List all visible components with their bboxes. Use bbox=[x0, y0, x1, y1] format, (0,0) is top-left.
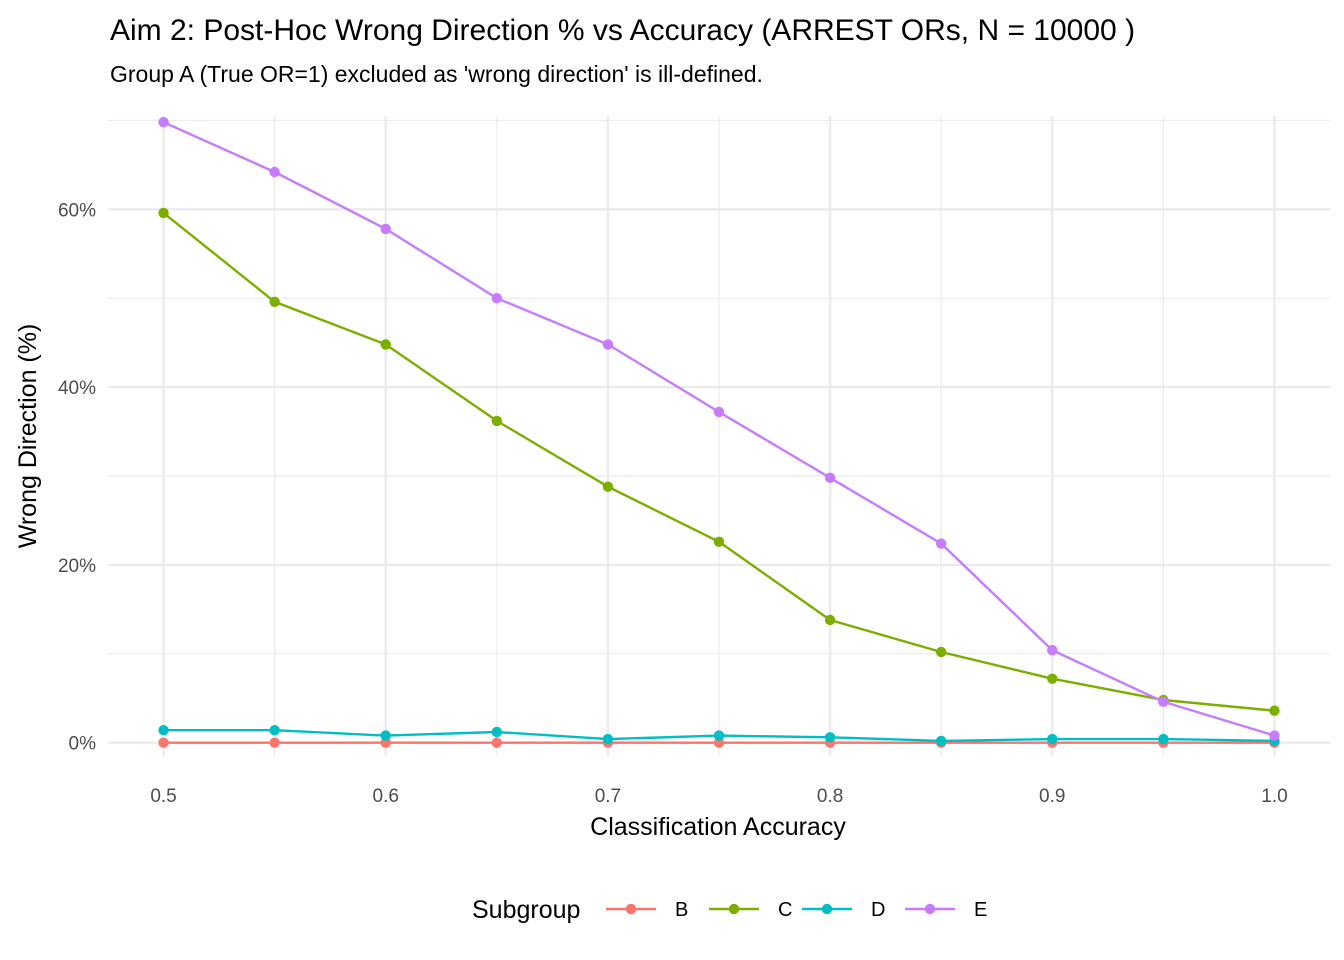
data-point-E bbox=[935, 538, 947, 549]
x-axis-ticks: 0.5 0.6 0.7 0.8 0.9 1.0 bbox=[150, 786, 1287, 807]
y-tick-label: 0% bbox=[69, 734, 97, 755]
legend-label: C bbox=[778, 899, 792, 921]
data-point-C bbox=[491, 415, 503, 427]
x-tick-label: 0.8 bbox=[817, 786, 843, 807]
data-point-D bbox=[269, 725, 280, 736]
series-D bbox=[158, 725, 1280, 747]
y-axis-title: Wrong Direction (%) bbox=[14, 324, 42, 549]
x-tick-label: 0.6 bbox=[373, 786, 399, 807]
x-tick-label: 0.5 bbox=[150, 786, 176, 807]
data-point-C bbox=[380, 339, 391, 350]
legend-item-B: B bbox=[606, 899, 688, 921]
data-point-D bbox=[380, 730, 391, 741]
y-axis-ticks: 0% 20% 40% 60% bbox=[58, 200, 96, 754]
x-axis-title: Classification Accuracy bbox=[590, 813, 846, 841]
data-point-D bbox=[935, 735, 947, 747]
x-tick-label: 1.0 bbox=[1261, 786, 1287, 807]
legend-key-point bbox=[625, 903, 637, 915]
data-point-C bbox=[935, 646, 947, 658]
data-point-E bbox=[713, 406, 725, 418]
data-point-C bbox=[602, 481, 614, 492]
data-point-D bbox=[824, 732, 836, 743]
data-point-C bbox=[824, 614, 836, 626]
data-point-E bbox=[1047, 645, 1058, 656]
data-point-D bbox=[713, 730, 725, 741]
data-point-E bbox=[158, 117, 169, 128]
data-point-C bbox=[158, 207, 169, 219]
data-point-E bbox=[269, 166, 280, 178]
data-point-C bbox=[1269, 705, 1280, 716]
y-tick-label: 20% bbox=[58, 556, 96, 577]
y-tick-label: 60% bbox=[58, 200, 96, 221]
x-tick-label: 0.9 bbox=[1039, 786, 1065, 807]
legend-key-point bbox=[728, 903, 740, 915]
data-point-D bbox=[158, 725, 169, 736]
minor-gridlines bbox=[108, 116, 1330, 756]
legend-label: D bbox=[871, 899, 885, 921]
data-point-C bbox=[269, 296, 280, 307]
data-point-E bbox=[1269, 730, 1280, 741]
data-point-C bbox=[713, 536, 725, 547]
data-point-E bbox=[1158, 696, 1169, 707]
legend-item-C: C bbox=[709, 899, 792, 921]
x-tick-label: 0.7 bbox=[595, 786, 621, 807]
series-E bbox=[158, 117, 1280, 741]
data-point-E bbox=[491, 293, 503, 304]
data-point-B bbox=[158, 737, 169, 748]
legend-item-E: E bbox=[905, 899, 987, 921]
series-layer bbox=[158, 117, 1280, 748]
data-point-D bbox=[491, 726, 503, 738]
data-point-E bbox=[380, 223, 391, 235]
data-point-B bbox=[380, 737, 391, 748]
legend-key-point bbox=[924, 903, 936, 915]
data-point-D bbox=[1158, 733, 1169, 745]
data-point-D bbox=[602, 733, 614, 745]
legend-label: B bbox=[675, 899, 688, 921]
data-point-E bbox=[824, 472, 836, 483]
legend-title: Subgroup bbox=[472, 896, 580, 924]
series-C bbox=[158, 207, 1280, 716]
legend-label: E bbox=[974, 899, 987, 921]
legend-item-D: D bbox=[802, 899, 885, 921]
data-point-B bbox=[713, 737, 725, 748]
data-point-E bbox=[602, 339, 614, 350]
legend-key-point bbox=[821, 903, 833, 915]
data-point-B bbox=[491, 737, 503, 748]
y-tick-label: 40% bbox=[58, 378, 96, 399]
chart-subtitle: Group A (True OR=1) excluded as 'wrong d… bbox=[110, 61, 763, 87]
legend: Subgroup B C D E bbox=[472, 896, 987, 924]
data-point-D bbox=[1047, 733, 1058, 745]
chart-title: Aim 2: Post-Hoc Wrong Direction % vs Acc… bbox=[110, 14, 1135, 47]
data-point-C bbox=[1047, 673, 1058, 684]
data-point-B bbox=[269, 737, 280, 748]
